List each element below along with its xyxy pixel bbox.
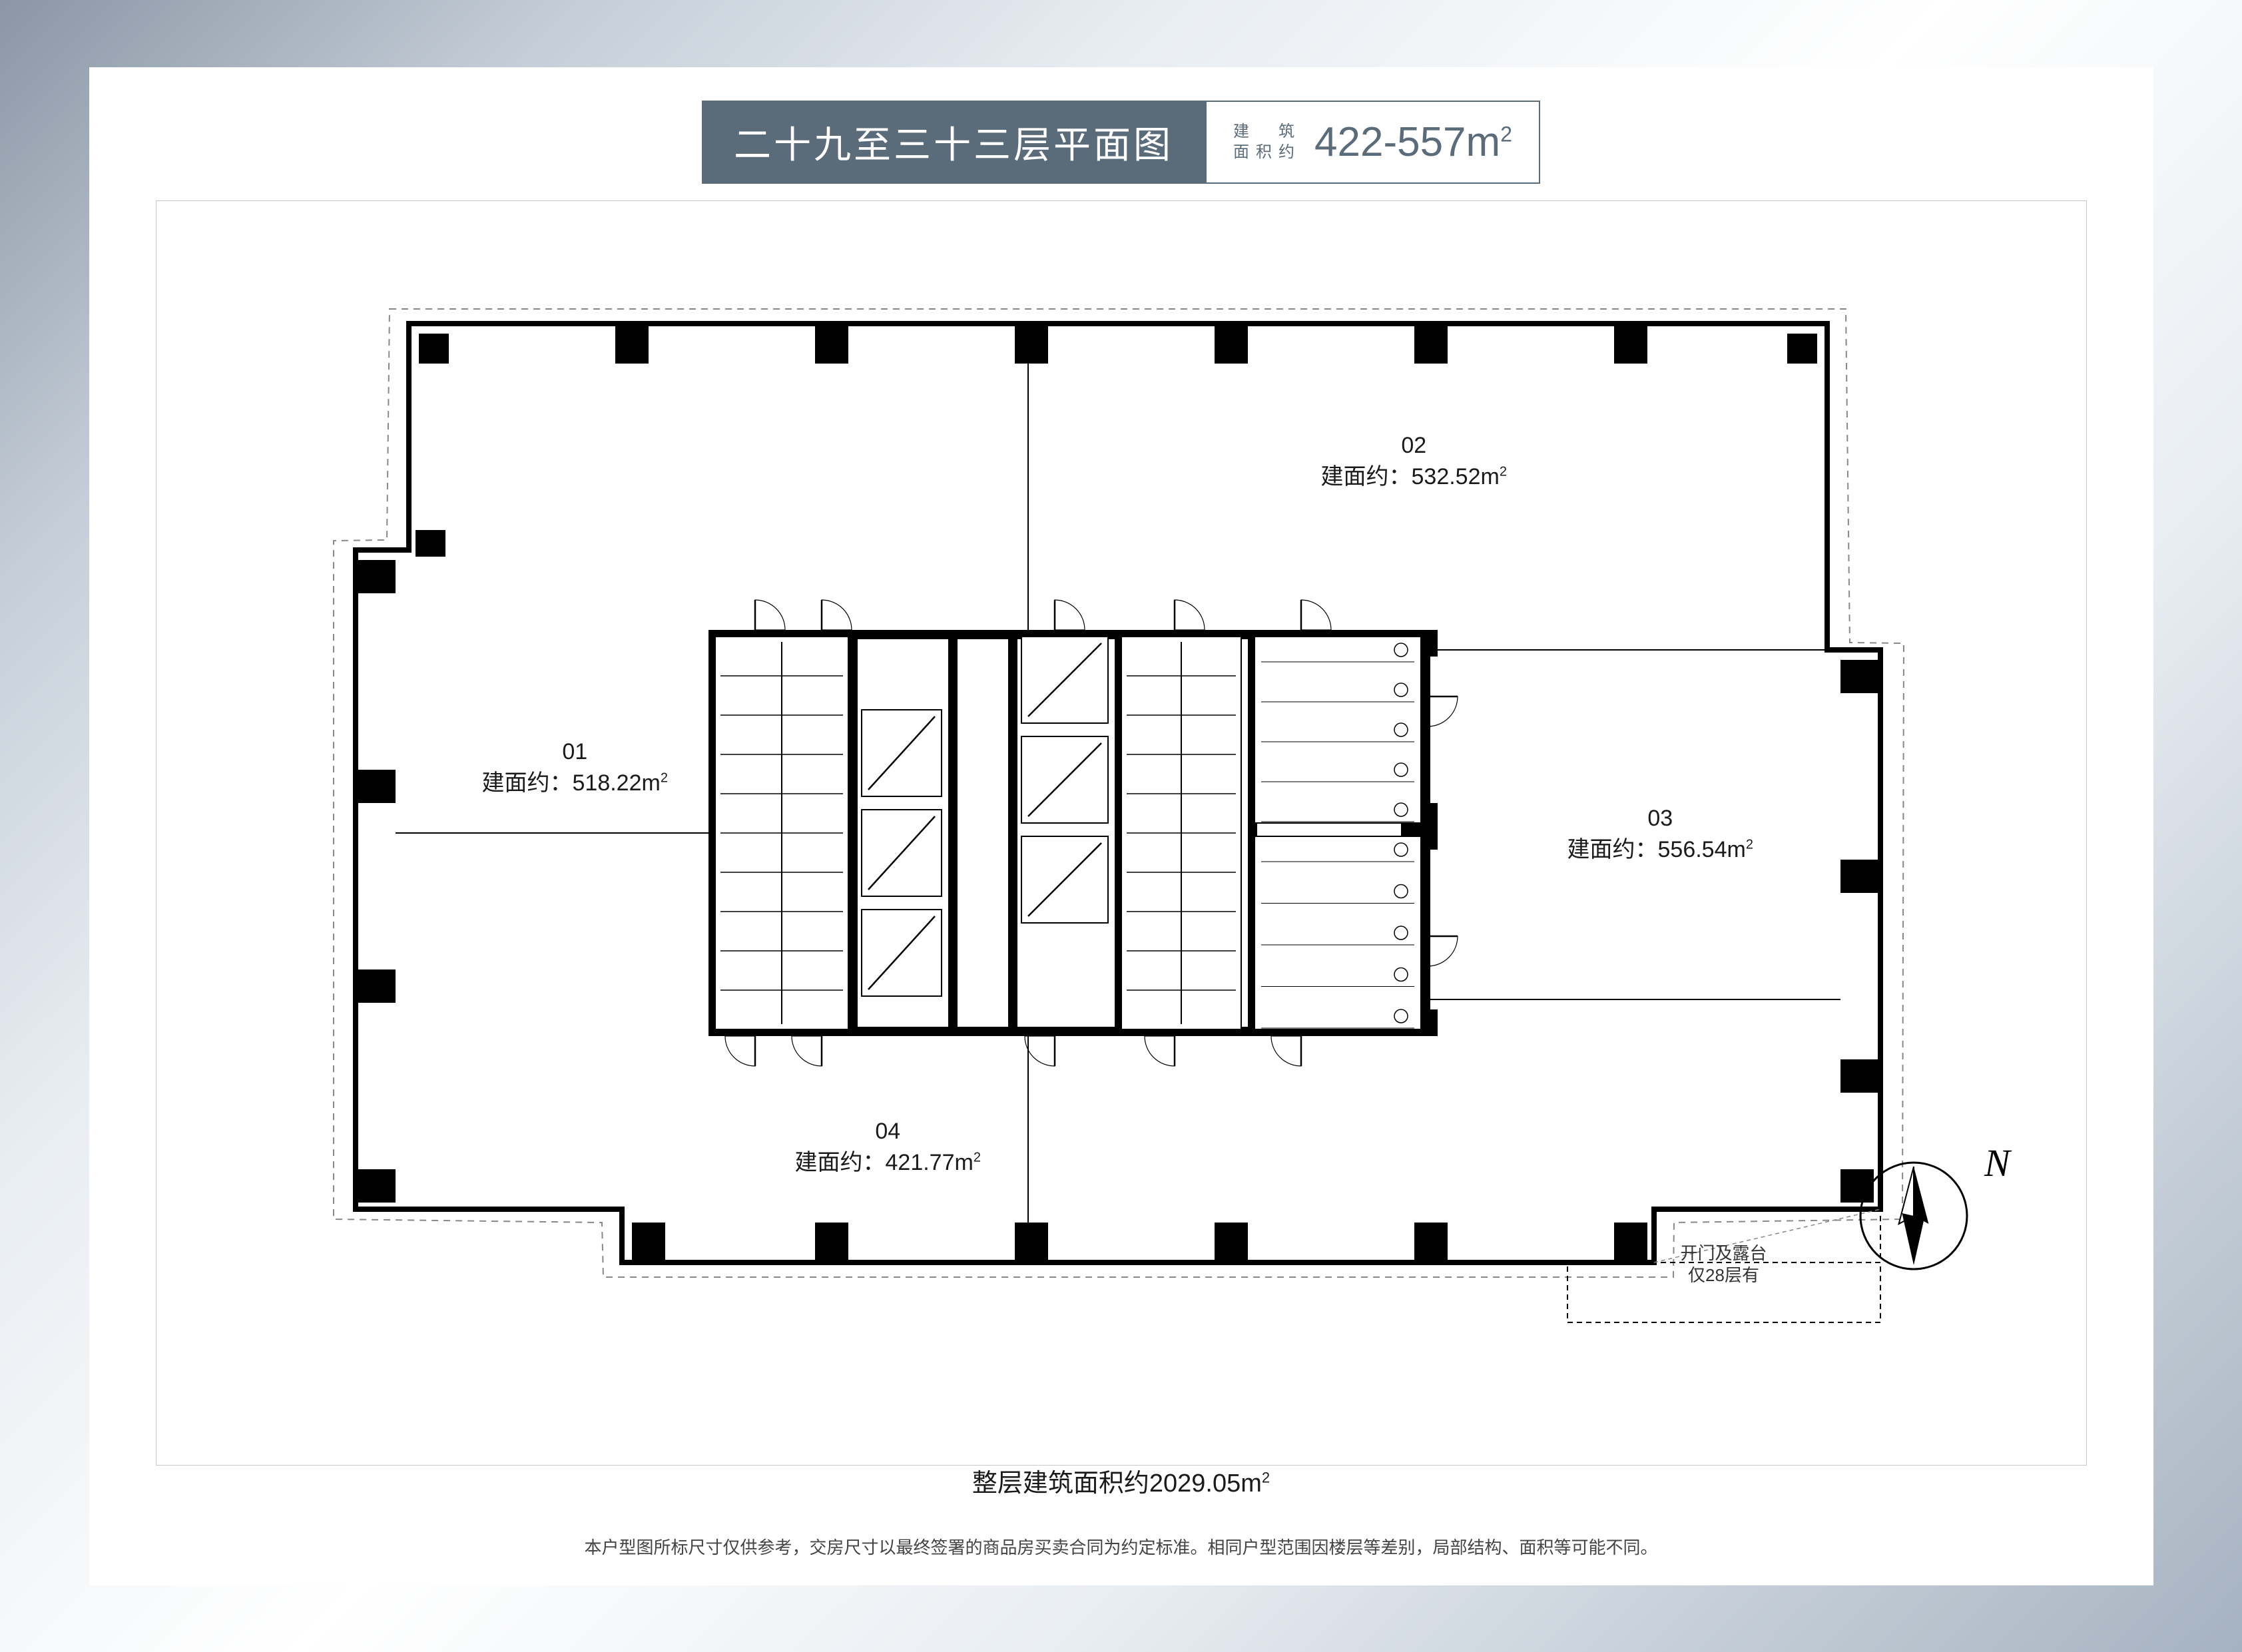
column [1614, 1223, 1647, 1262]
shaft-elev [1021, 836, 1108, 923]
disclaimer: 本户型图所标尺寸仅供参考，交房尺寸以最终签署的商品房买卖合同为约定标准。相同户型… [89, 1534, 2153, 1559]
compass-icon: N [1860, 1141, 2012, 1269]
column [1840, 860, 1880, 893]
shaft-wc [1255, 637, 1421, 823]
shaft-elev [1021, 736, 1108, 823]
shaft-elev [862, 910, 942, 996]
area-label: 建 筑 面积约 [1233, 121, 1301, 162]
area-value: 422-557m2 [1314, 119, 1512, 166]
core-wall [1008, 630, 1017, 1036]
column [1414, 1223, 1448, 1262]
shaft-stair [715, 637, 848, 1029]
column [356, 770, 396, 803]
column [1840, 660, 1880, 693]
column [1414, 324, 1448, 364]
shaft-elev [862, 810, 942, 896]
shaft-elev [862, 710, 942, 796]
column [1614, 324, 1647, 364]
title-box: 二十九至三十三层平面图 [702, 101, 1205, 184]
unit-label-01: 01建面约：518.22m2 [482, 736, 668, 800]
core-wall [948, 630, 958, 1036]
title-text: 二十九至三十三层平面图 [734, 115, 1173, 169]
column [356, 560, 396, 593]
column [632, 1223, 665, 1262]
column [1215, 324, 1248, 364]
svg-text:N: N [1984, 1141, 2012, 1185]
column [815, 1223, 848, 1262]
shaft-wc [1255, 836, 1421, 1029]
core-wall [848, 630, 858, 1036]
column [416, 530, 445, 557]
unit-label-02: 02建面约：532.52m2 [1321, 430, 1507, 493]
column [356, 1169, 396, 1203]
area-label-2: 面积约 [1233, 142, 1301, 162]
unit-label-04: 04建面约：421.77m2 [795, 1116, 981, 1179]
shaft-elev [1021, 637, 1108, 723]
column [1787, 334, 1817, 364]
unit-label-note: 开门及露台仅28层有 [1681, 1242, 1767, 1288]
column [1840, 1059, 1880, 1093]
column [419, 334, 449, 364]
column [1015, 1223, 1048, 1262]
page: 二十九至三十三层平面图 建 筑 面积约 422-557m2 N 01建面约：51… [89, 67, 2153, 1585]
header: 二十九至三十三层平面图 建 筑 面积约 422-557m2 [129, 101, 2113, 184]
column [615, 324, 649, 364]
unit-label-03: 03建面约：556.54m2 [1567, 803, 1753, 866]
column [1015, 324, 1048, 364]
floorplan-svg: N [156, 204, 2087, 1389]
column [815, 324, 848, 364]
area-box: 建 筑 面积约 422-557m2 [1205, 101, 1540, 184]
column [356, 969, 396, 1003]
floorplan-canvas: N 01建面约：518.22m2 02建面约：532.52m2 03建面约：556.… [156, 204, 2087, 1389]
shaft-stair [1121, 637, 1241, 1029]
column [1215, 1223, 1248, 1262]
area-label-1: 建 筑 [1233, 121, 1301, 142]
total-area: 整层建筑面积约2029.05m2 [89, 1462, 2153, 1499]
